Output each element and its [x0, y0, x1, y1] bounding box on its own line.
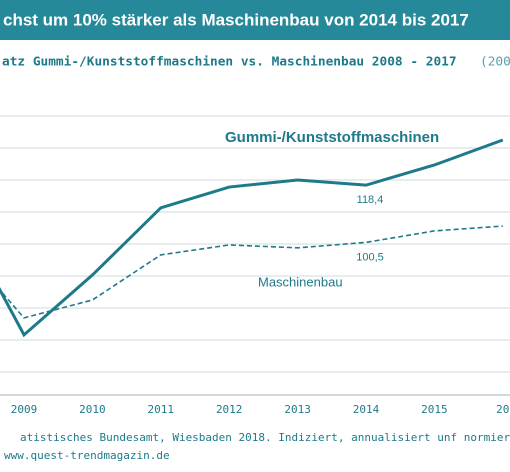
- subtitle-note: (200: [480, 55, 510, 70]
- value-label: 100,5: [356, 251, 384, 263]
- title-banner: [0, 0, 510, 40]
- x-tick-label: 2014: [353, 403, 380, 416]
- series-line: [0, 138, 504, 338]
- x-tick-label: 20: [496, 403, 509, 416]
- chart-title: chst um 10% stärker als Maschinenbau von…: [3, 10, 469, 29]
- x-tick-label: 2011: [148, 403, 175, 416]
- x-tick-label: 2009: [11, 403, 38, 416]
- x-tick-label: 2013: [284, 403, 311, 416]
- series-line: [0, 225, 503, 319]
- series-label: Maschinenbau: [258, 274, 343, 289]
- x-tick-label: 2015: [421, 403, 448, 416]
- series-label: Gummi-/Kunststoffmaschinen: [225, 129, 439, 146]
- x-tick-label: 2012: [216, 403, 243, 416]
- x-tick-label: 2010: [79, 403, 106, 416]
- chart-subtitle: atz Gummi-/Kunststoffmaschinen vs. Masch…: [2, 55, 457, 70]
- url: www.quest-trendmagazin.de: [4, 449, 170, 462]
- value-label: 118,4: [357, 194, 384, 206]
- source: atistisches Bundesamt, Wiesbaden 2018. I…: [20, 431, 510, 444]
